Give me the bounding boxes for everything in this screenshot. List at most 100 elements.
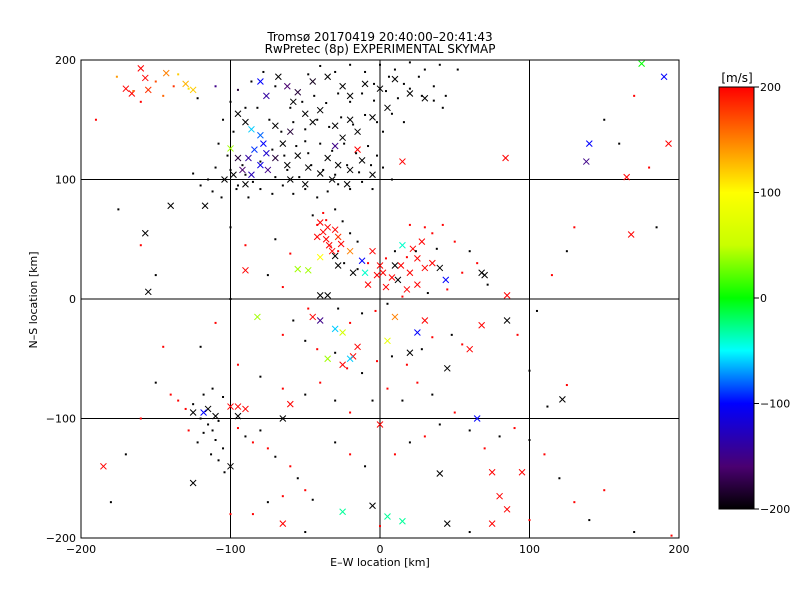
data-point-dot bbox=[349, 63, 352, 66]
data-point-dot bbox=[292, 121, 295, 124]
data-point-dot bbox=[222, 395, 225, 398]
data-point-dot bbox=[329, 245, 332, 248]
data-point-x bbox=[406, 90, 414, 97]
data-point-x bbox=[627, 231, 635, 238]
data-point-dot bbox=[384, 90, 387, 93]
data-point-dot bbox=[266, 501, 269, 504]
data-point-dot bbox=[337, 183, 340, 186]
data-point-x bbox=[391, 313, 399, 321]
data-point-x bbox=[623, 173, 631, 181]
data-point-x bbox=[346, 247, 354, 255]
data-point-x bbox=[488, 468, 496, 476]
data-point-x bbox=[354, 128, 361, 136]
x-tick-label: −100 bbox=[215, 543, 245, 556]
data-point-dot bbox=[618, 142, 621, 145]
data-point-dot bbox=[374, 309, 377, 312]
data-point-dot bbox=[461, 271, 464, 274]
data-point-x bbox=[294, 265, 302, 273]
data-point-dot bbox=[283, 154, 286, 157]
data-point-dot bbox=[304, 531, 307, 534]
data-point-dot bbox=[393, 250, 396, 253]
data-point-x bbox=[271, 154, 279, 162]
data-point-x bbox=[141, 229, 149, 237]
data-point-dot bbox=[217, 419, 220, 422]
data-point-dot bbox=[379, 525, 381, 528]
data-point-x bbox=[304, 266, 312, 274]
data-point-x bbox=[354, 343, 361, 351]
data-point-dot bbox=[361, 92, 364, 95]
data-point-dot bbox=[648, 166, 651, 169]
data-point-dot bbox=[262, 70, 265, 73]
data-point-dot bbox=[343, 142, 346, 145]
data-point-dot bbox=[376, 360, 379, 363]
data-point-dot bbox=[405, 363, 408, 366]
data-point-dot bbox=[162, 345, 165, 348]
data-point-x bbox=[141, 74, 149, 82]
data-point-dot bbox=[334, 399, 337, 402]
data-point-x bbox=[294, 88, 302, 96]
data-point-x bbox=[358, 157, 366, 164]
data-point-dot bbox=[222, 118, 225, 121]
data-point-x bbox=[339, 134, 346, 142]
data-point-dot bbox=[154, 80, 157, 83]
data-point-x bbox=[189, 479, 197, 487]
data-point-x bbox=[436, 470, 444, 477]
data-point-dot bbox=[271, 192, 274, 195]
data-point-dot bbox=[431, 336, 434, 339]
data-point-x bbox=[283, 161, 291, 169]
data-point-dot bbox=[603, 489, 606, 492]
data-point-dot bbox=[468, 250, 471, 253]
data-point-dot bbox=[426, 292, 429, 295]
data-point-dot bbox=[289, 252, 292, 255]
data-point-x bbox=[384, 104, 391, 112]
data-point-dot bbox=[259, 375, 262, 378]
data-point-x bbox=[473, 415, 481, 422]
data-point-dot bbox=[268, 118, 271, 121]
data-point-x bbox=[660, 73, 668, 81]
data-point-dot bbox=[192, 403, 195, 406]
data-point-dot bbox=[349, 411, 352, 414]
data-point-dot bbox=[115, 75, 118, 78]
data-point-x bbox=[382, 283, 390, 291]
data-point-dot bbox=[364, 465, 367, 468]
data-point-x bbox=[331, 142, 339, 150]
data-point-dot bbox=[450, 333, 453, 336]
data-point-dot bbox=[316, 196, 319, 199]
data-point-dot bbox=[546, 405, 549, 408]
data-point-dot bbox=[217, 142, 220, 145]
data-point-x bbox=[189, 86, 197, 94]
data-point-x bbox=[518, 468, 526, 476]
data-point-x bbox=[339, 82, 346, 90]
data-point-dot bbox=[535, 309, 538, 312]
data-point-dot bbox=[229, 226, 232, 229]
data-point-dot bbox=[214, 85, 217, 88]
data-point-x bbox=[418, 238, 426, 245]
data-point-dot bbox=[154, 274, 157, 277]
data-point-x bbox=[263, 149, 270, 157]
data-point-dot bbox=[316, 348, 319, 351]
data-points bbox=[94, 60, 673, 537]
data-point-x bbox=[221, 176, 228, 183]
data-point-dot bbox=[217, 459, 220, 462]
data-point-x bbox=[242, 266, 249, 274]
data-point-dot bbox=[486, 283, 489, 286]
data-point-dot bbox=[603, 118, 606, 121]
data-point-dot bbox=[387, 75, 390, 78]
data-point-dot bbox=[408, 441, 411, 444]
data-point-x bbox=[260, 140, 267, 148]
data-point-x bbox=[414, 281, 421, 289]
data-point-dot bbox=[408, 87, 411, 90]
data-point-x bbox=[316, 253, 324, 261]
data-point-dot bbox=[528, 519, 531, 522]
data-point-dot bbox=[423, 435, 426, 438]
data-point-dot bbox=[124, 453, 127, 456]
data-point-dot bbox=[280, 130, 283, 133]
data-point-dot bbox=[438, 423, 441, 426]
data-point-dot bbox=[334, 173, 337, 176]
data-point-x bbox=[264, 166, 272, 174]
data-point-dot bbox=[251, 180, 254, 183]
data-point-x bbox=[286, 400, 294, 408]
data-point-dot bbox=[361, 180, 364, 183]
data-point-dot bbox=[259, 160, 262, 163]
